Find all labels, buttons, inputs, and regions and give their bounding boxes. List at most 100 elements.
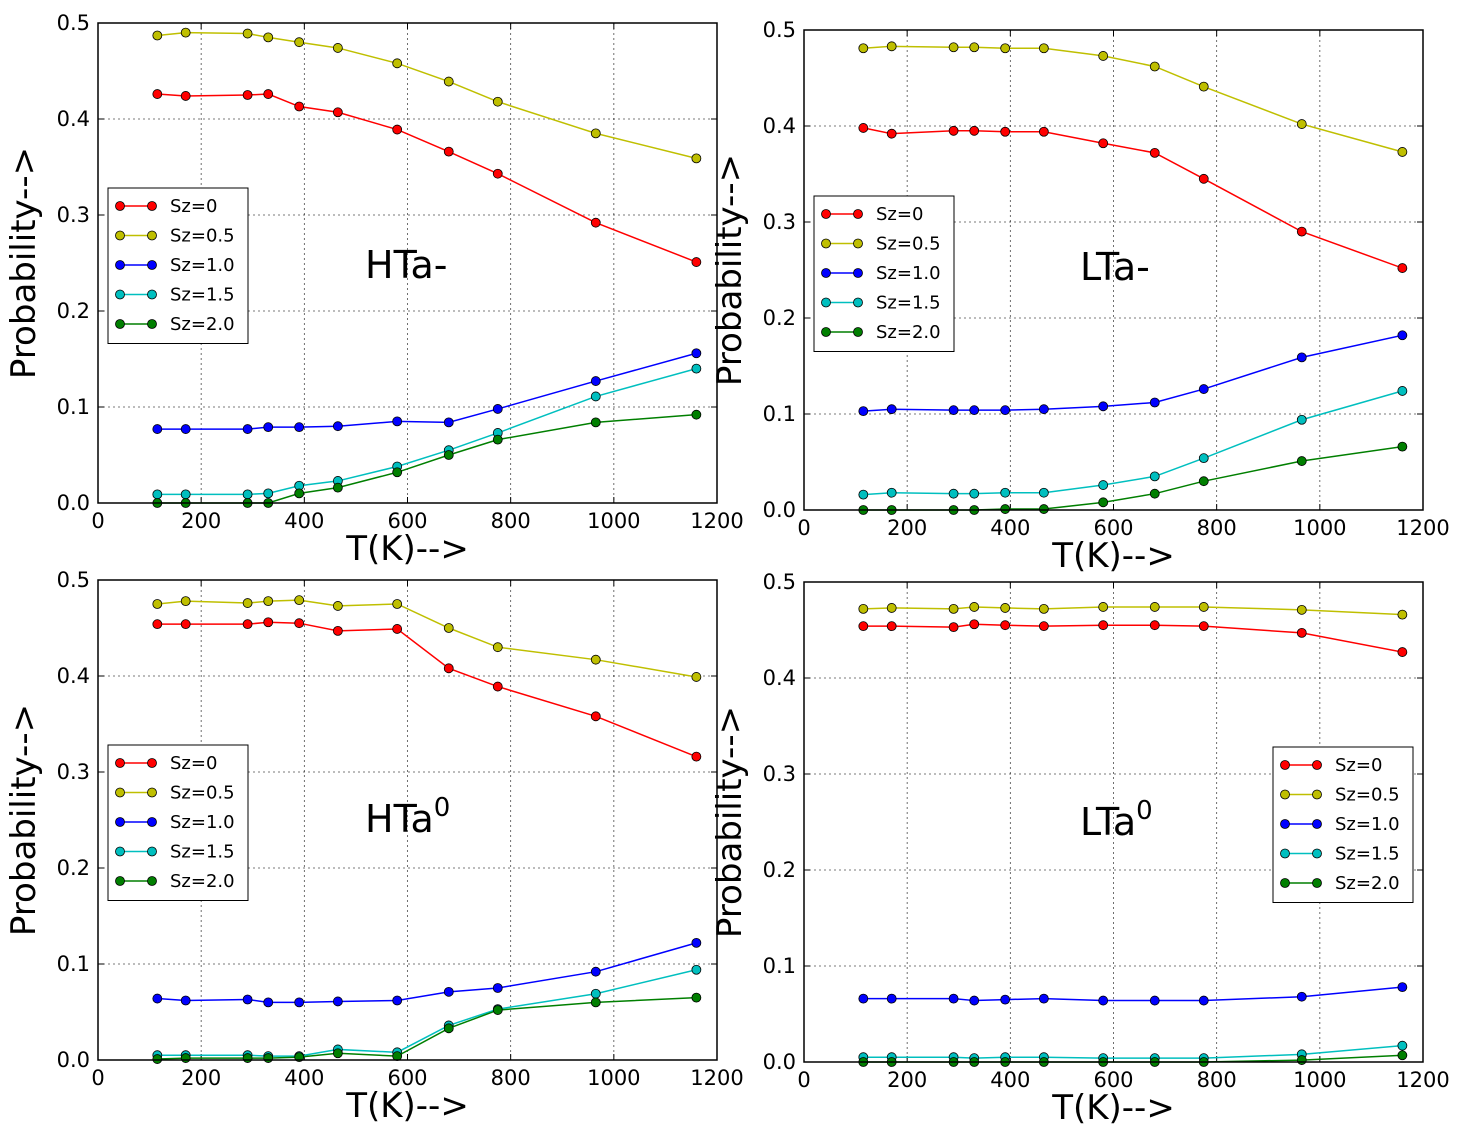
data-point xyxy=(443,623,454,633)
y-tick-label: 0.1 xyxy=(57,395,90,419)
y-axis-label: Probability--> xyxy=(4,704,44,936)
data-point xyxy=(1397,330,1408,341)
x-tick-label: 400 xyxy=(284,509,324,533)
legend-marker xyxy=(147,787,157,798)
panel-annotation: HTa- xyxy=(365,243,448,287)
data-point xyxy=(443,146,454,157)
data-point xyxy=(590,966,601,977)
x-tick-label: 1200 xyxy=(1396,516,1449,540)
data-point xyxy=(152,30,163,41)
data-point xyxy=(1397,1050,1408,1061)
legend-marker xyxy=(147,319,157,329)
data-point xyxy=(492,1005,503,1015)
y-tick-label: 0.2 xyxy=(57,856,90,880)
data-point xyxy=(392,416,403,427)
data-point xyxy=(1149,147,1160,158)
legend-label: Sz=2.0 xyxy=(1335,873,1400,894)
axes-frame xyxy=(803,29,1424,511)
data-point xyxy=(443,986,454,997)
x-tick-label: 1200 xyxy=(690,509,743,533)
data-point xyxy=(691,751,702,762)
data-point xyxy=(1038,993,1049,1004)
data-point xyxy=(443,76,454,87)
data-point xyxy=(1198,81,1209,92)
data-point xyxy=(1296,352,1307,363)
data-point xyxy=(1149,471,1160,482)
data-point xyxy=(152,619,163,630)
data-point xyxy=(858,993,869,1004)
x-tick-label: 0 xyxy=(797,516,810,540)
data-point xyxy=(152,599,163,609)
x-tick-label: 1200 xyxy=(690,1066,743,1090)
legend-label: Sz=1.5 xyxy=(1335,844,1400,865)
data-point xyxy=(1038,603,1049,614)
data-point xyxy=(332,482,343,493)
legend-marker xyxy=(1280,760,1290,770)
legend-marker xyxy=(853,238,863,249)
data-point xyxy=(948,405,959,416)
data-point xyxy=(263,89,274,99)
data-point xyxy=(858,489,869,500)
x-tick-label: 1000 xyxy=(587,509,640,533)
data-point xyxy=(1038,43,1049,54)
legend: Sz=0 Sz=0.5 Sz=1.0 Sz=1.5 Sz=2.0 xyxy=(1272,746,1414,903)
y-tick-label: 0.0 xyxy=(57,1048,90,1072)
data-point xyxy=(152,424,163,434)
legend-marker xyxy=(821,209,831,219)
data-point xyxy=(590,128,601,139)
legend-label: Sz=0.5 xyxy=(170,783,235,804)
data-point xyxy=(1000,43,1011,54)
data-point xyxy=(492,681,503,692)
data-point xyxy=(242,90,253,100)
panel-annotation: LTa- xyxy=(1080,245,1150,289)
data-point xyxy=(1038,404,1049,415)
data-point xyxy=(1098,620,1109,631)
legend-label: Sz=2.0 xyxy=(170,314,235,335)
data-point xyxy=(858,43,869,54)
y-tick-label: 0.5 xyxy=(763,570,796,594)
y-tick-label: 0.5 xyxy=(57,11,90,35)
data-point xyxy=(332,43,343,53)
data-point xyxy=(1098,480,1109,490)
data-point xyxy=(263,997,274,1008)
data-point xyxy=(858,123,869,133)
legend-marker xyxy=(147,289,157,300)
x-tick-label: 200 xyxy=(181,509,221,533)
legend-marker xyxy=(821,297,831,308)
data-point xyxy=(263,32,274,43)
data-point xyxy=(263,617,274,628)
legend-marker xyxy=(1280,878,1290,888)
data-point xyxy=(886,487,897,498)
legend-label: Sz=1.0 xyxy=(170,812,235,833)
y-tick-label: 0.3 xyxy=(763,210,796,234)
data-point xyxy=(242,28,253,39)
panel-annotation-superscript: 0 xyxy=(1136,796,1153,826)
data-point xyxy=(492,642,503,653)
data-point xyxy=(691,363,702,374)
legend-marker xyxy=(1312,848,1322,859)
data-point xyxy=(948,42,959,53)
legend-label: Sz=1.0 xyxy=(876,263,941,284)
legend-marker xyxy=(147,817,157,827)
data-point xyxy=(332,625,343,636)
legend-label: Sz=1.0 xyxy=(170,255,235,276)
legend-label: Sz=0.5 xyxy=(170,226,235,247)
x-tick-label: 400 xyxy=(284,1066,324,1090)
legend-marker xyxy=(115,319,125,329)
data-point xyxy=(1397,609,1408,620)
data-point xyxy=(180,91,191,101)
legend: Sz=0 Sz=0.5 Sz=1.0 Sz=1.5 Sz=2.0 xyxy=(813,195,955,352)
legend-marker xyxy=(115,289,125,300)
data-point xyxy=(180,995,191,1006)
data-point xyxy=(392,467,403,478)
data-point xyxy=(948,125,959,136)
data-point xyxy=(152,993,163,1004)
legend-marker xyxy=(147,846,157,857)
data-point xyxy=(1397,441,1408,452)
data-point xyxy=(263,596,274,607)
chart-panel-1: 0 200 400 600 800 1000 1200 0.0 0.1 0.2 0.3 0.4 0.5 T… xyxy=(4,11,744,569)
data-point xyxy=(242,994,253,1005)
x-tick-label: 1200 xyxy=(1396,1068,1449,1092)
data-point xyxy=(691,992,702,1003)
